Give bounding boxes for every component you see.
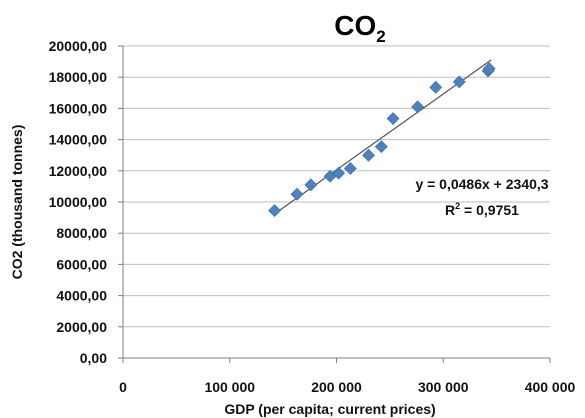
chart-title-subscript: 2	[376, 27, 385, 46]
y-tick-label: 16000,00	[49, 100, 108, 116]
x-tick-label: 100 000	[204, 379, 255, 395]
x-tick-label: 0	[119, 379, 127, 395]
y-tick-label: 10000,00	[49, 194, 108, 210]
y-tick-label: 2000,00	[56, 319, 107, 335]
y-axis-title: CO2 (thousand tonnes)	[9, 125, 25, 280]
data-point	[482, 62, 496, 76]
y-tick-label: 8000,00	[56, 225, 107, 241]
r-squared-prefix: R	[445, 202, 455, 218]
data-points	[268, 62, 496, 218]
data-point	[332, 166, 346, 180]
x-axis-title: GDP (per capita; current prices)	[224, 401, 435, 417]
r-squared-superscript: 2	[455, 201, 460, 211]
data-point	[343, 162, 357, 175]
data-point	[429, 80, 443, 94]
data-point	[304, 178, 318, 192]
data-point	[452, 75, 466, 89]
tick-labels: 0,00 2000,00 4000,00 6000,00 8000,00 10000,00…	[49, 38, 576, 395]
y-tick-label: 14000,00	[49, 132, 108, 148]
x-tick-label: 300 000	[418, 379, 469, 395]
data-point	[362, 148, 375, 162]
axes	[118, 45, 551, 363]
r-squared-label: R2 = 0,9751	[445, 201, 519, 218]
data-point	[290, 187, 304, 201]
y-tick-label: 0,00	[80, 350, 107, 366]
x-tick-label: 400 000	[525, 379, 576, 395]
r-squared-value: = 0,9751	[460, 202, 519, 218]
data-point	[386, 112, 400, 125]
y-tick-label: 4000,00	[56, 288, 107, 304]
trendline-equation: y = 0,0486x + 2340,3	[415, 176, 548, 192]
chart-title-main: CO	[334, 10, 376, 41]
y-tick-label: 20000,00	[49, 38, 108, 54]
data-point	[374, 140, 388, 154]
y-tick-label: 6000,00	[56, 256, 107, 272]
data-point	[268, 204, 282, 218]
data-point	[411, 100, 425, 114]
x-tick-label: 200 000	[311, 379, 362, 395]
y-tick-label: 12000,00	[49, 163, 108, 179]
y-tick-label: 18000,00	[49, 69, 108, 85]
chart-title: CO2	[334, 10, 385, 46]
